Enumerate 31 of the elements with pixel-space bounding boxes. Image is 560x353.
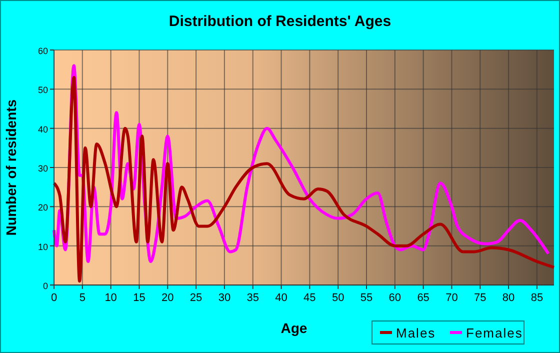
x-tick-label: 45 — [304, 292, 316, 304]
x-tick-label: 0 — [50, 292, 58, 304]
x-tick-label: 10 — [104, 292, 117, 304]
y-tick-label: 40 — [38, 124, 48, 134]
y-tick-label: 10 — [38, 242, 48, 252]
y-tick-label: 20 — [38, 202, 48, 213]
x-tick-label: 25 — [190, 292, 202, 304]
x-tick-label: 65 — [417, 292, 430, 304]
y-tick-label: 30 — [38, 164, 48, 174]
legend-label: Females — [466, 326, 523, 340]
x-tick-label: 70 — [446, 292, 458, 304]
x-tick-label: 50 — [332, 292, 344, 304]
x-tick-label: 20 — [162, 292, 174, 304]
y-tick-label: 0 — [42, 281, 48, 291]
x-axis-title: Age — [280, 320, 308, 336]
x-tick-label: 35 — [246, 292, 259, 304]
x-tick-label: 55 — [360, 292, 373, 304]
x-tick-label: 40 — [275, 292, 288, 304]
x-tick-label: 80 — [502, 292, 515, 304]
x-tick-label: 15 — [133, 292, 146, 304]
chart-title: Distribution of Residents' Ages — [168, 13, 392, 30]
x-tick-label: 30 — [218, 292, 231, 304]
y-axis-title: Number of residents — [3, 99, 19, 236]
x-tick-label: 5 — [79, 292, 86, 304]
x-tick-label: 75 — [474, 292, 486, 304]
legend-label: Males — [396, 326, 436, 340]
y-tick-label: 50 — [38, 85, 48, 96]
x-tick-label: 60 — [388, 292, 402, 304]
x-tick-label: 85 — [530, 292, 544, 304]
line-series — [52, 76, 556, 283]
y-tick-label: 60 — [38, 46, 48, 56]
